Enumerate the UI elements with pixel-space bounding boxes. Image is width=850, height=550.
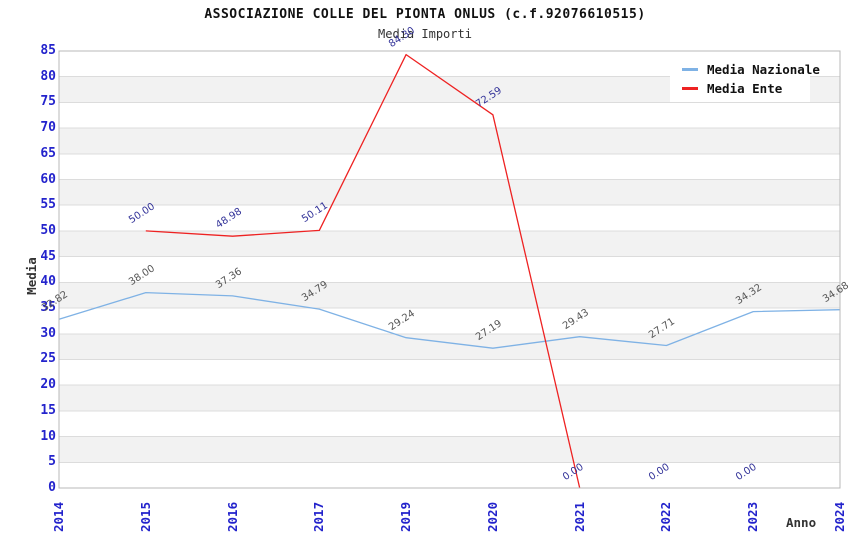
x-tick-label: 2014	[51, 501, 66, 532]
y-tick-label: 80	[40, 68, 56, 84]
plot-border	[58, 50, 841, 489]
x-tick-label: 2021	[571, 501, 587, 532]
legend-item-media-nazionale: Media Nazionale	[670, 60, 820, 79]
x-tick-label: 2017	[311, 501, 327, 532]
y-tick-label: 75	[40, 94, 56, 110]
legend-item-media-ente: Media Ente	[670, 79, 810, 98]
legend-label-media-nazionale: Media Nazionale	[707, 62, 820, 77]
y-tick-label: 85	[40, 43, 56, 58]
y-tick-label: 50	[40, 222, 56, 238]
y-tick-label: 60	[40, 171, 56, 187]
legend: Media Nazionale Media Ente	[670, 56, 820, 102]
y-tick-label: 55	[40, 197, 56, 213]
y-tick-label: 70	[40, 120, 56, 136]
y-tick-label: 10	[40, 428, 56, 444]
grid-band	[59, 128, 840, 154]
x-tick-label: 2015	[137, 501, 153, 532]
x-tick-label: 2016	[224, 501, 240, 532]
chart-title: ASSOCIAZIONE COLLE DEL PIONTA ONLUS (c.f…	[204, 7, 646, 22]
y-tick-label: 20	[40, 377, 56, 393]
x-tick-label: 2022	[658, 501, 674, 532]
series-line-0	[58, 291, 841, 349]
grid-band	[59, 385, 840, 411]
y-tick-label: 30	[40, 325, 56, 341]
x-axis-title: Anno	[786, 515, 817, 530]
chart-subtitle: Media Importi	[378, 27, 472, 41]
legend-label-media-ente: Media Ente	[707, 81, 783, 96]
y-tick-label: 15	[40, 402, 56, 418]
y-tick-label: 45	[40, 248, 56, 264]
legend-swatch-media-nazionale	[682, 68, 698, 71]
x-tick-label: 2023	[745, 501, 761, 532]
y-tick-label: 40	[40, 274, 56, 290]
y-tick-label: 25	[40, 351, 56, 367]
grid-band	[59, 230, 840, 257]
grid-band	[59, 436, 840, 463]
y-axis-title: Media	[24, 257, 39, 295]
y-tick-label: 0	[48, 480, 56, 495]
y-tick-label: 65	[40, 145, 56, 161]
x-tick-label: 2024	[832, 501, 847, 532]
series-line-1	[145, 53, 581, 489]
grid-band	[59, 282, 840, 309]
legend-swatch-media-ente	[682, 87, 698, 90]
x-tick-label: 2019	[398, 501, 414, 532]
x-tick-label: 2020	[484, 501, 500, 532]
grid-band	[59, 179, 840, 206]
grid-band	[59, 333, 840, 360]
y-tick-label: 5	[48, 454, 56, 470]
y-tick-label: 35	[40, 300, 56, 316]
